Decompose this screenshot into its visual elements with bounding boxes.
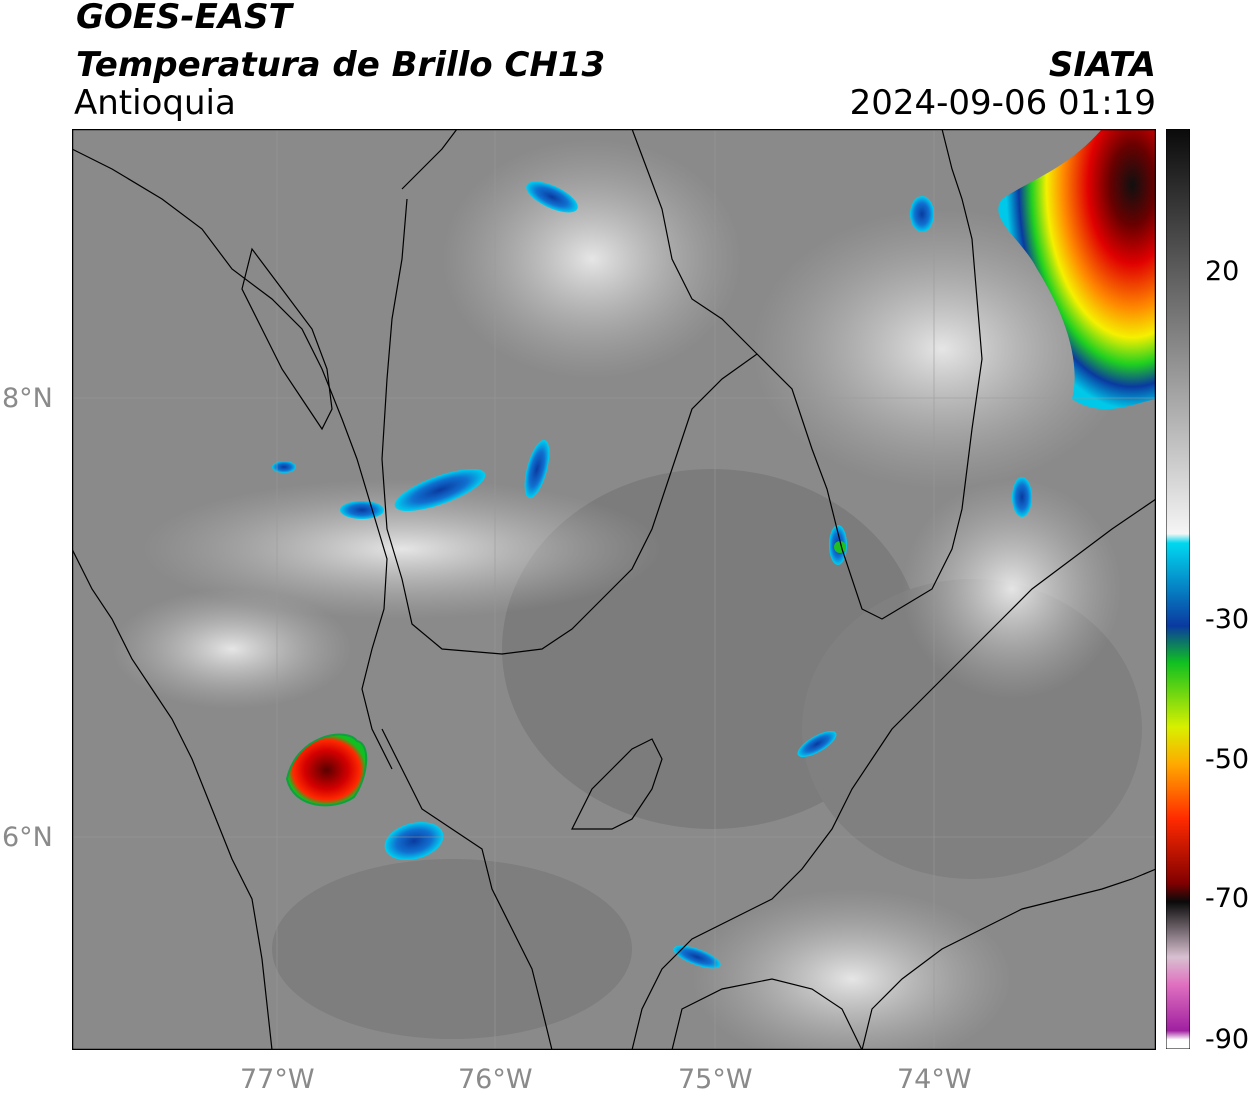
dept-border bbox=[571, 738, 663, 830]
satellite-map bbox=[72, 129, 1156, 1050]
map-border bbox=[72, 129, 1156, 1050]
storm-cell bbox=[910, 196, 934, 232]
lon-tick-label: 76°W bbox=[458, 1064, 533, 1095]
dept-border bbox=[631, 498, 1156, 1050]
storm-cell bbox=[526, 181, 578, 213]
region-label: Antioquia bbox=[74, 83, 236, 123]
colorbar-tick-label: -50 bbox=[1205, 744, 1250, 775]
agency-label: SIATA bbox=[1048, 45, 1156, 85]
coastline bbox=[401, 129, 458, 190]
lon-tick-label: 74°W bbox=[897, 1064, 972, 1095]
cloud-band bbox=[692, 889, 1012, 1050]
coastline bbox=[72, 148, 393, 770]
dept-border bbox=[631, 129, 758, 355]
storm-cell bbox=[272, 461, 296, 473]
lon-tick-label: 75°W bbox=[678, 1064, 753, 1095]
dept-border bbox=[861, 868, 1156, 1050]
dark-zone bbox=[272, 859, 632, 1039]
gulf-coast bbox=[241, 247, 333, 431]
storm-cell bbox=[1012, 477, 1032, 517]
storm-cell bbox=[340, 501, 384, 519]
dept-border bbox=[381, 728, 553, 1050]
storm-cell-green bbox=[834, 541, 846, 553]
cloud-band bbox=[112, 589, 352, 709]
product-title: Temperatura de Brillo CH13 bbox=[76, 45, 606, 85]
storm-cell bbox=[524, 439, 550, 499]
colorbar-tick-label: -90 bbox=[1205, 1024, 1250, 1055]
storm-cell-core bbox=[285, 733, 368, 807]
borders bbox=[72, 129, 1156, 1050]
satellite-title: GOES-EAST bbox=[76, 0, 292, 37]
cloud-band bbox=[752, 209, 1132, 489]
graticule bbox=[72, 129, 1156, 1050]
storm-cell bbox=[394, 468, 486, 512]
storm-cell bbox=[384, 821, 444, 861]
storm-cell bbox=[797, 731, 837, 757]
storm-cell-ne bbox=[998, 129, 1156, 410]
colorbar-tick-label: 20 bbox=[1205, 256, 1240, 287]
coastline bbox=[72, 548, 273, 1050]
colorbar-tick-label: -70 bbox=[1205, 883, 1250, 914]
temperature-colorbar bbox=[1166, 129, 1190, 1049]
dept-border bbox=[381, 129, 983, 655]
dept-border bbox=[671, 978, 863, 1050]
timestamp-label: 2024-09-06 01:19 bbox=[849, 83, 1156, 123]
colorbar-tick-label: -30 bbox=[1205, 604, 1250, 635]
cloud-band bbox=[902, 479, 1122, 699]
lat-tick-label: 8°N bbox=[2, 383, 53, 414]
cloud-band bbox=[142, 479, 662, 619]
cloud-band bbox=[442, 139, 742, 379]
storm-cell bbox=[673, 945, 721, 969]
lon-tick-label: 77°W bbox=[240, 1064, 315, 1095]
lat-tick-label: 6°N bbox=[2, 822, 53, 853]
